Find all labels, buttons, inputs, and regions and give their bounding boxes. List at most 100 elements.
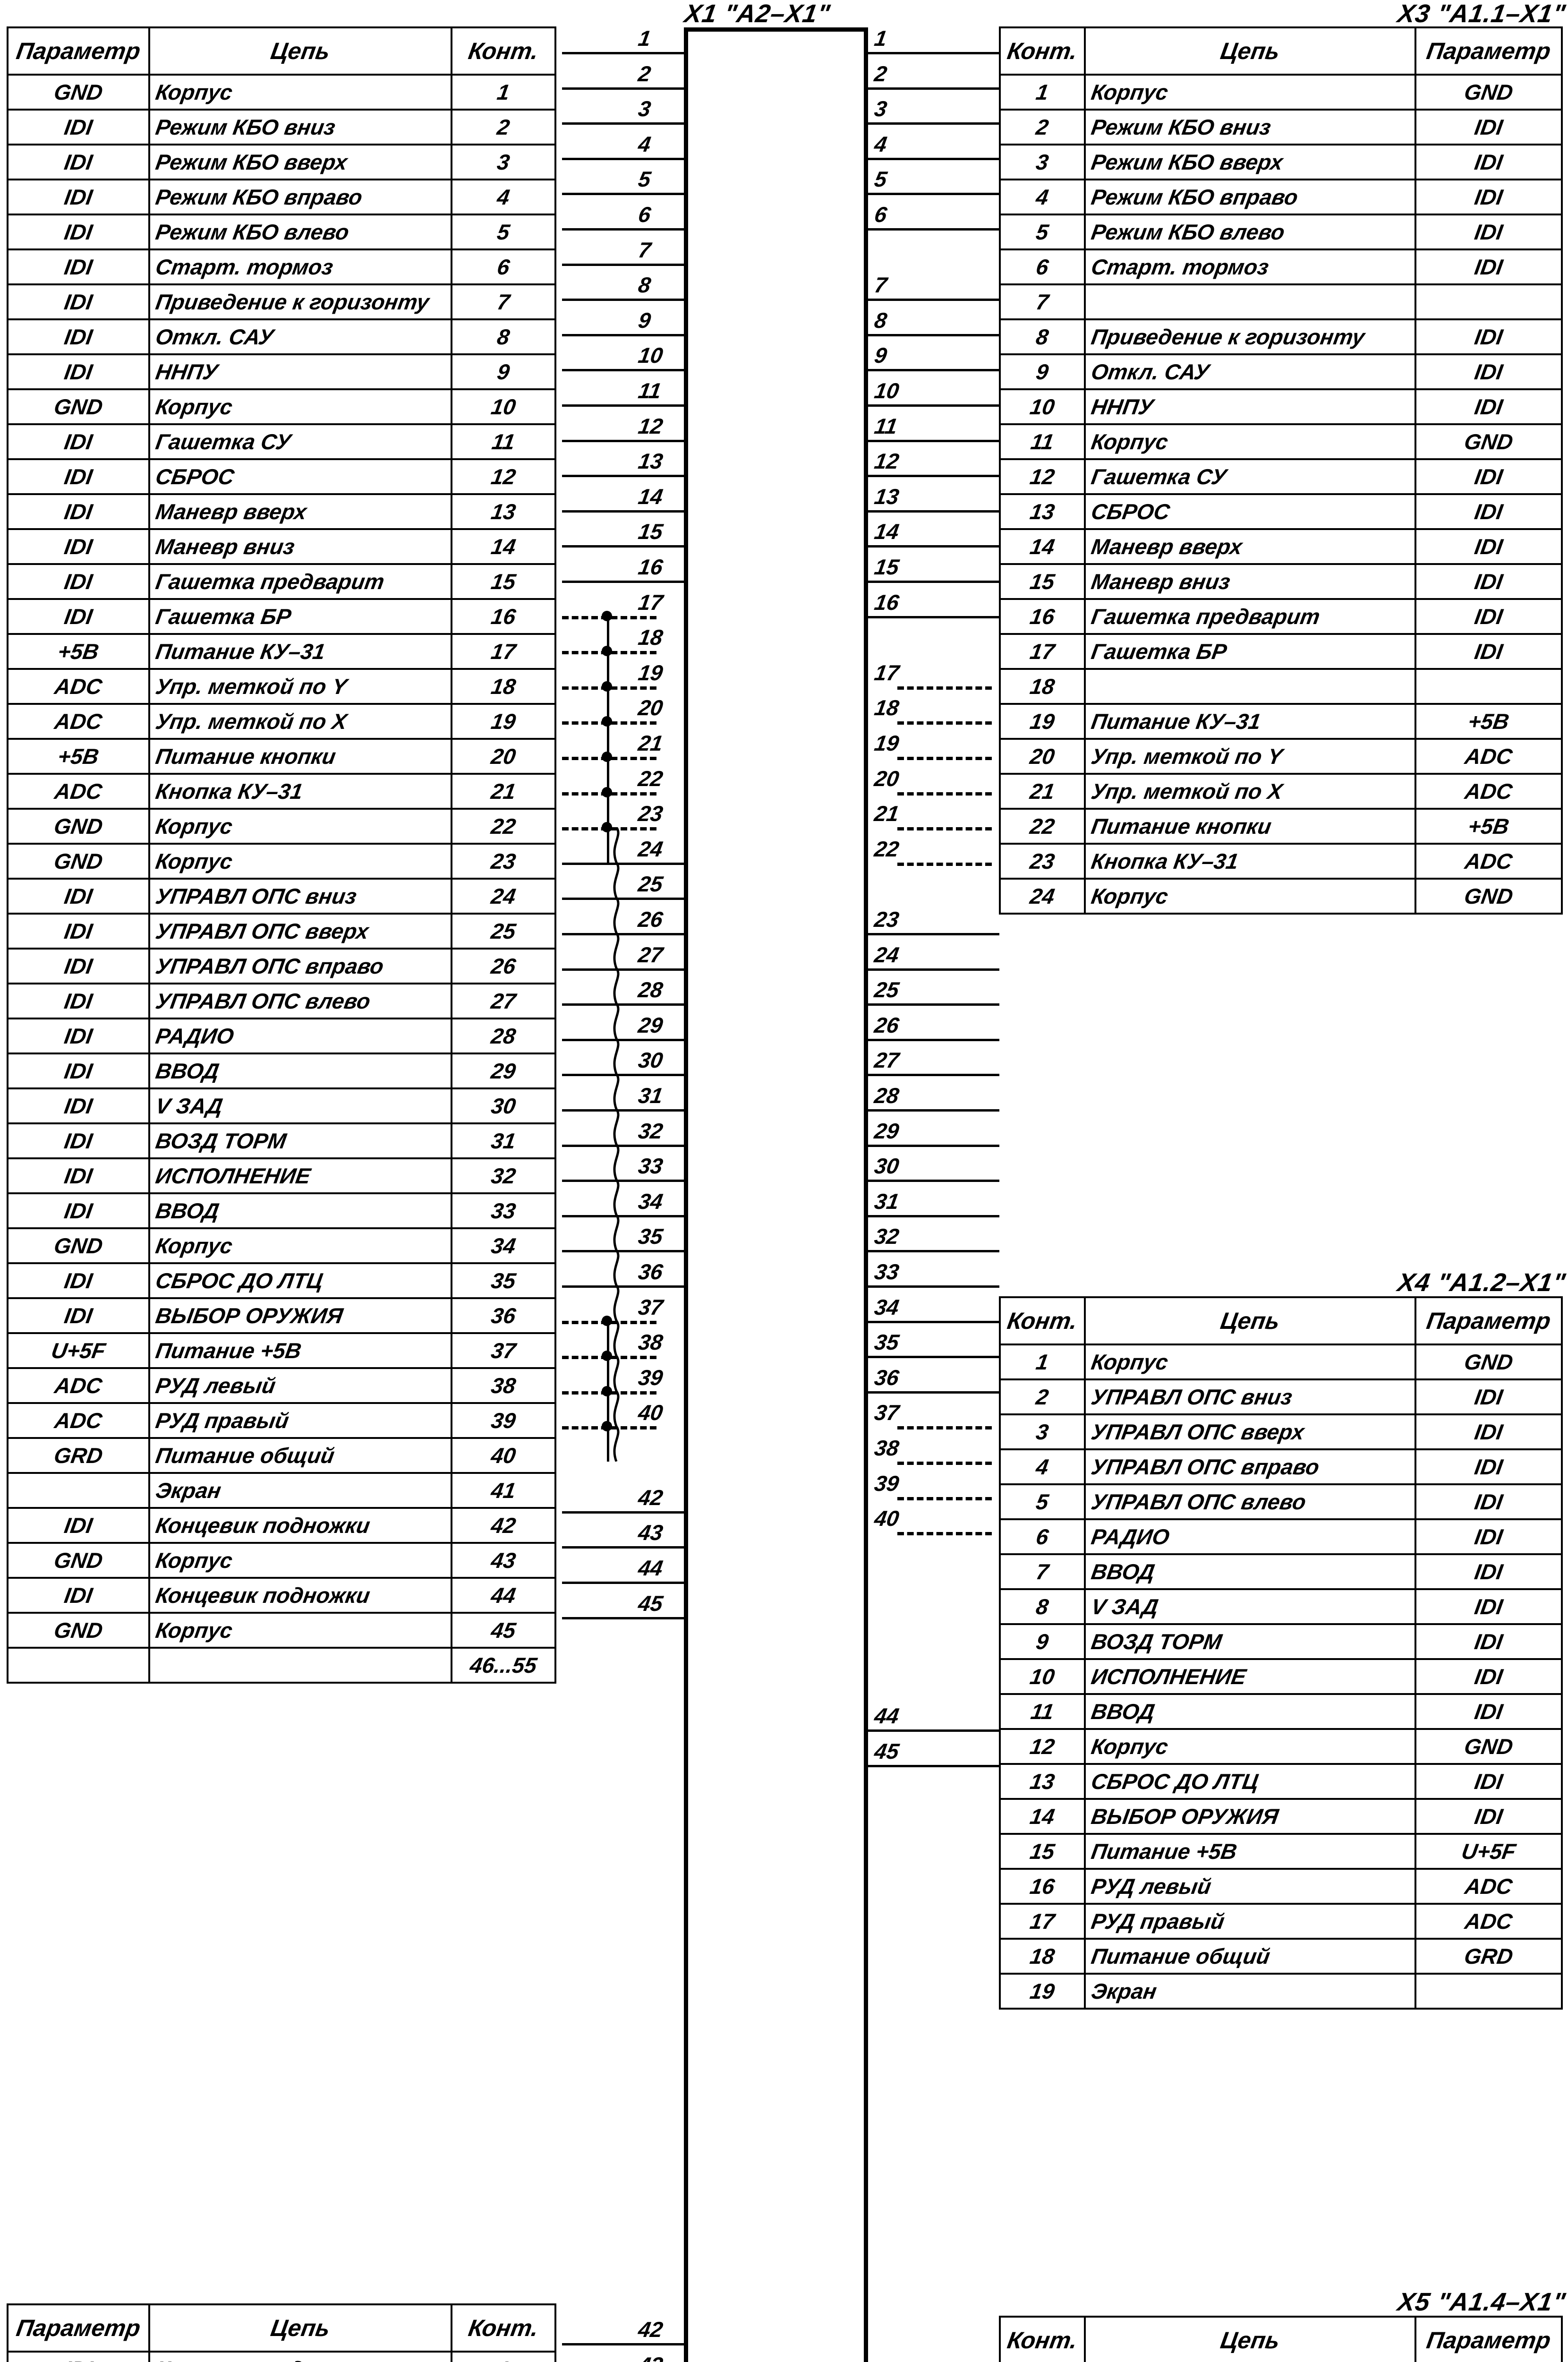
wire-left-3: [562, 122, 684, 125]
cell-param: IDI: [7, 458, 150, 495]
cell-chain: УПРАВЛ ОПС вверх: [148, 913, 452, 950]
cell-cont-text: 12: [489, 464, 518, 489]
table-row: 16 Гашетка предварит IDI: [999, 598, 1563, 635]
cell-chain: ВОЗД ТОРМ: [148, 1122, 452, 1159]
cell-param-text: GND: [1462, 429, 1515, 454]
wire-left-32: [562, 1144, 684, 1147]
cell-param: GND: [7, 388, 150, 425]
cell-chain: Концевик подножки: [148, 1577, 452, 1614]
cell-param-text: IDI: [62, 884, 94, 908]
cell-param-text: IDI: [1473, 1559, 1505, 1584]
cell-cont: 20: [999, 738, 1086, 775]
shielded-wire-right-21: [897, 827, 992, 831]
cell-param: IDI: [7, 1192, 150, 1229]
shield-link-left-19: [607, 686, 609, 722]
cell-param-text: IDI: [62, 255, 94, 279]
wire-left-31: [562, 1109, 684, 1112]
cell-param: IDI: [1415, 1483, 1563, 1520]
connector-title-x3: X3 "A1.1–X1": [1396, 0, 1568, 28]
table-row: 7 ВВОД IDI: [999, 1553, 1563, 1590]
cell-cont-text: 1: [1034, 80, 1050, 104]
header-param: Параметр: [1415, 1296, 1563, 1345]
table-row: IDI СБРОС 12: [7, 458, 556, 495]
cell-chain: Режим КБО вниз: [1084, 109, 1416, 145]
cell-param-text: IDI: [62, 954, 94, 978]
cell-param: IDI: [1415, 1553, 1563, 1590]
cell-param: IDI: [7, 1018, 150, 1054]
wire-number-right-3: 3: [872, 96, 889, 121]
cell-chain-text: СБРОС: [153, 464, 236, 489]
cell-param-text: GND: [1462, 1350, 1515, 1374]
cell-param-text: ADC: [53, 1373, 104, 1398]
cell-chain: Маневр вверх: [148, 493, 452, 530]
cell-chain-text: Гашетка СУ: [1089, 464, 1228, 489]
cell-chain-text: Маневр вниз: [1089, 569, 1232, 594]
cell-param-text: ADC: [53, 779, 104, 804]
cell-chain: Режим КБО вправо: [148, 179, 452, 215]
table-row: 1 Корпус GND: [999, 1344, 1563, 1380]
cell-cont: 22: [451, 808, 556, 845]
table-row: IDI Приведение к горизонту 7: [7, 283, 556, 320]
cell-cont: 4: [451, 179, 556, 215]
cell-cont: 7: [999, 1553, 1086, 1590]
cell-cont: 11: [999, 423, 1086, 460]
cell-chain-text: Гашетка предварит: [153, 569, 386, 594]
wire-right-36: [868, 1391, 999, 1394]
table-body-x3: 1 Корпус GND 2 Режим КБО вниз IDI 3 Режим КБО в…: [999, 74, 1563, 915]
cell-param: IDI: [1415, 248, 1563, 285]
cell-cont-text: 21: [489, 779, 518, 804]
cell-param: GRD: [1415, 1938, 1563, 1975]
cell-param-text: GND: [52, 1618, 105, 1643]
wire-left-lower-42: [562, 2343, 684, 2345]
cell-chain: Гашетка предварит: [1084, 598, 1416, 635]
connector-table-x3: Конт. Цепь Параметр 1 Корпус GND 2 Режим КБО…: [999, 26, 1563, 915]
table-row: 14 ВЫБОР ОРУЖИЯ IDI: [999, 1798, 1563, 1835]
cell-param: IDI: [7, 563, 150, 600]
table-row: IDI Режим КБО вверх 3: [7, 144, 556, 180]
table-row: ADC Упр. меткой по Y 18: [7, 668, 556, 705]
table-row: 7: [999, 283, 1563, 320]
wire-number-left-15: 15: [636, 519, 665, 544]
wire-right-33: [868, 1285, 999, 1288]
cell-chain-text: СБРОС: [1089, 499, 1172, 524]
table-row: GND Корпус 43: [7, 1542, 556, 1579]
cell-cont-text: 37: [489, 1338, 518, 1363]
cell-param-text: IDI: [1473, 464, 1505, 489]
wire-left-15: [562, 545, 684, 548]
cell-cont-text: 35: [489, 1268, 518, 1293]
table-header-row: Параметр Цепь Конт.: [7, 2303, 556, 2353]
cell-param: IDI: [1415, 493, 1563, 530]
cell-cont: 24: [999, 878, 1086, 915]
cell-cont: 44: [451, 1577, 556, 1614]
header-param: Параметр: [1415, 2316, 1563, 2362]
table-row: ADC Кнопка КУ–31 21: [7, 773, 556, 810]
wire-number-left-12: 12: [636, 413, 665, 438]
cell-cont: 16: [999, 1868, 1086, 1905]
cell-param: ADC: [1415, 1868, 1563, 1905]
cell-chain-text: Питание КУ–31: [153, 639, 327, 664]
cell-param: GND: [7, 808, 150, 845]
table-row: 20 Упр. меткой по Y ADC: [999, 738, 1563, 775]
wire-number-left-18: 18: [636, 625, 665, 650]
twisted-pair-brace-left: [602, 827, 631, 1462]
wire-right-29: [868, 1144, 999, 1147]
wire-number-right-12: 12: [872, 449, 901, 474]
table-row: GND Корпус 23: [7, 843, 556, 880]
cell-param-text: +5B: [1466, 814, 1511, 839]
cell-cont-text: 36: [489, 1303, 518, 1328]
wire-left-1: [562, 52, 684, 54]
cell-param: IDI: [7, 283, 150, 320]
header-cont: Конт.: [999, 1296, 1086, 1345]
cell-cont-text: 5: [495, 220, 511, 244]
cell-chain: Питание общий: [148, 1437, 452, 1474]
table-header-row: Параметр Цепь Конт.: [7, 26, 556, 76]
cell-chain: Маневр вниз: [1084, 563, 1416, 600]
cell-param: IDI: [1415, 214, 1563, 250]
cell-cont-text: 1: [456, 2357, 550, 2362]
table-row: 18 Питание общий GRD: [999, 1938, 1563, 1975]
cell-param: IDI: [1415, 1798, 1563, 1835]
cell-param-text: IDI: [62, 429, 94, 454]
cell-cont: 21: [451, 773, 556, 810]
cell-cont: 28: [451, 1018, 556, 1054]
wire-right-27: [868, 1074, 999, 1077]
